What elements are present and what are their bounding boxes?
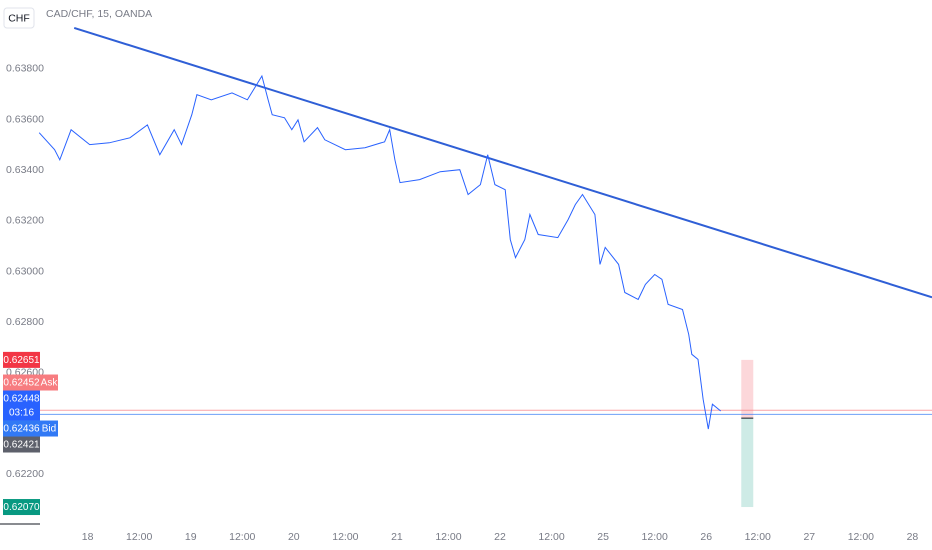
x-tick-label: 12:00 <box>848 531 874 543</box>
price-tag-label: 0.62448 <box>3 394 40 405</box>
stop-zone <box>741 359 754 419</box>
x-tick-label: 12:00 <box>642 531 668 543</box>
price-tag-label: 0.62421 <box>3 440 40 451</box>
price-tag <box>3 351 40 368</box>
symbol[interactable]: CHF <box>8 12 30 24</box>
x-tick-label: 28 <box>907 531 919 543</box>
quote-tag <box>40 420 58 437</box>
x-tick-label: 12:00 <box>332 531 358 543</box>
x-tick-label: 21 <box>391 531 403 543</box>
price-tag-label: 0.62452 <box>3 378 40 389</box>
quote-tag <box>40 374 58 391</box>
price-tag-label: 0.62651 <box>3 355 40 366</box>
countdown: 03:16 <box>9 408 34 419</box>
symbol-box[interactable] <box>3 7 35 29</box>
price-tag <box>3 390 40 421</box>
x-tick-label: 12:00 <box>435 531 461 543</box>
y-tick-label: 0.62200 <box>6 468 44 480</box>
target-zone <box>741 418 754 508</box>
price-tag <box>3 374 40 391</box>
x-tick-label: 25 <box>597 531 609 543</box>
y-tick-label: 0.63400 <box>6 164 44 176</box>
quote-tag-label: Ask <box>41 378 59 389</box>
y-tick-label: 0.63800 <box>6 63 44 75</box>
price-tag <box>3 420 40 437</box>
quote-tag-label: Bid <box>42 424 56 435</box>
x-tick-label: 12:00 <box>538 531 564 543</box>
y-tick-label: 0.63600 <box>6 113 44 125</box>
x-tick-label: 12:00 <box>126 531 152 543</box>
x-tick-label: 18 <box>82 531 94 543</box>
y-tick-label: 0.63000 <box>6 265 44 277</box>
price-tag <box>3 499 40 516</box>
x-tick-label: 26 <box>700 531 712 543</box>
chart-title: CAD/CHF, 15, OANDA <box>46 8 152 20</box>
y-tick-label: 0.63200 <box>6 215 44 227</box>
price-line <box>38 74 722 430</box>
trendline <box>73 26 932 299</box>
x-tick-label: 12:00 <box>229 531 255 543</box>
price-tag-label: 0.62070 <box>3 502 40 513</box>
x-tick-label: 19 <box>185 531 197 543</box>
price-tag <box>3 436 40 453</box>
price-tag-label: 0.62436 <box>3 424 40 435</box>
x-tick-label: 20 <box>288 531 300 543</box>
y-tick-label: 0.62800 <box>6 316 44 328</box>
x-tick-label: 12:00 <box>745 531 771 543</box>
x-tick-label: 22 <box>494 531 506 543</box>
x-tick-label: 27 <box>803 531 815 543</box>
